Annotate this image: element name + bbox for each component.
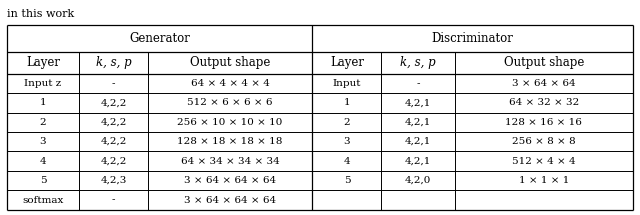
Text: Generator: Generator [129,32,190,45]
Text: -: - [111,196,115,205]
Text: 512 × 4 × 4: 512 × 4 × 4 [512,157,575,166]
Text: Output shape: Output shape [504,56,584,69]
Text: 2: 2 [344,118,350,127]
Text: 1 × 1 × 1: 1 × 1 × 1 [518,176,569,185]
Text: Layer: Layer [26,56,60,69]
Text: 128 × 16 × 16: 128 × 16 × 16 [506,118,582,127]
Text: Discriminator: Discriminator [432,32,514,45]
Text: 4,2,3: 4,2,3 [100,176,127,185]
Text: Input z: Input z [24,79,61,88]
Text: 512 × 6 × 6 × 6: 512 × 6 × 6 × 6 [188,98,273,107]
Text: Input: Input [333,79,361,88]
Text: 4: 4 [344,157,350,166]
Text: 128 × 18 × 18 × 18: 128 × 18 × 18 × 18 [177,137,283,146]
Text: k, s, p: k, s, p [400,56,436,69]
Text: k, s, p: k, s, p [95,56,131,69]
Text: 3 × 64 × 64: 3 × 64 × 64 [512,79,575,88]
Text: 256 × 8 × 8: 256 × 8 × 8 [512,137,575,146]
Text: -: - [111,79,115,88]
Text: in this work: in this work [7,9,74,19]
Text: 4,2,1: 4,2,1 [404,118,431,127]
Text: -: - [416,79,420,88]
Text: Layer: Layer [330,56,364,69]
Text: 4,2,2: 4,2,2 [100,98,127,107]
Text: 3 × 64 × 64 × 64: 3 × 64 × 64 × 64 [184,196,276,205]
Text: softmax: softmax [22,196,64,205]
Text: 64 × 32 × 32: 64 × 32 × 32 [509,98,579,107]
Text: 3: 3 [40,137,46,146]
Text: Output shape: Output shape [190,56,270,69]
Text: 3: 3 [344,137,350,146]
Text: 4,2,2: 4,2,2 [100,118,127,127]
Text: 4,2,2: 4,2,2 [100,157,127,166]
Text: 1: 1 [344,98,350,107]
Text: 4: 4 [40,157,46,166]
Text: 4,2,1: 4,2,1 [404,98,431,107]
Text: 1: 1 [40,98,46,107]
Text: 4,2,0: 4,2,0 [404,176,431,185]
Text: 3 × 64 × 64 × 64: 3 × 64 × 64 × 64 [184,176,276,185]
Text: 4,2,1: 4,2,1 [404,137,431,146]
Text: 5: 5 [40,176,46,185]
Text: 4,2,2: 4,2,2 [100,137,127,146]
Text: 4,2,1: 4,2,1 [404,157,431,166]
Text: 5: 5 [344,176,350,185]
Text: 2: 2 [40,118,46,127]
Text: 256 × 10 × 10 × 10: 256 × 10 × 10 × 10 [177,118,283,127]
Text: 64 × 4 × 4 × 4: 64 × 4 × 4 × 4 [191,79,269,88]
Text: 64 × 34 × 34 × 34: 64 × 34 × 34 × 34 [180,157,280,166]
